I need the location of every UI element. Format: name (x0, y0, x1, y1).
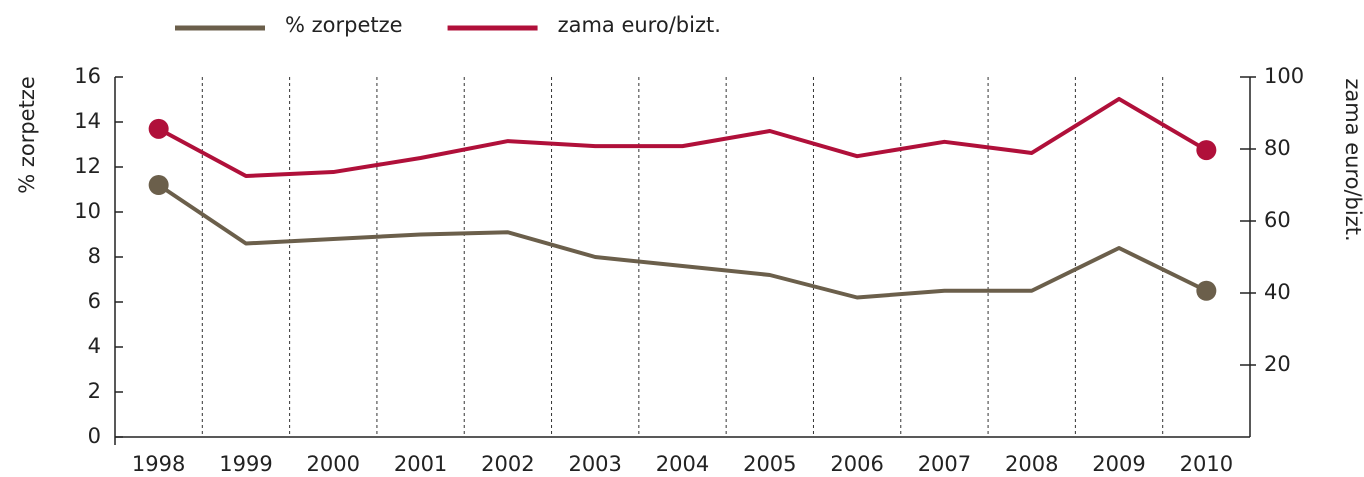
x-tick-label: 2010 (1180, 452, 1233, 476)
end-marker (148, 175, 169, 195)
x-tick-label: 2006 (830, 452, 883, 476)
y-tick-label: 6 (88, 289, 101, 313)
legend-label: zama euro/bizt. (558, 13, 721, 37)
y-tick-label: 12 (74, 154, 101, 178)
x-tick-label: 1998 (132, 452, 185, 476)
legend-label: % zorpetze (285, 13, 403, 37)
y-tick-label: 0 (88, 424, 101, 448)
y-tick-label: 2 (88, 379, 101, 403)
x-tick-label: 2000 (307, 452, 360, 476)
y2-tick-label: 60 (1264, 208, 1291, 232)
y-tick-label: 10 (74, 199, 101, 223)
line-series (157, 96, 1208, 178)
end-marker (148, 118, 169, 139)
x-tick-label: 2004 (656, 452, 709, 476)
y-tick-label: 16 (74, 64, 101, 88)
end-marker (1196, 140, 1217, 161)
y-tick-label: 8 (88, 244, 101, 268)
y2-axis-label: zama euro/bizt. (1341, 78, 1364, 241)
end-marker (1196, 280, 1217, 301)
x-tick-label: 2002 (481, 452, 534, 476)
y2-tick-label: 20 (1264, 352, 1291, 376)
y2-tick-label: 40 (1264, 280, 1291, 304)
x-tick-label: 2003 (568, 452, 621, 476)
x-tick-label: 2009 (1092, 452, 1145, 476)
x-tick-label: 2005 (743, 452, 796, 476)
y2-tick-label: 80 (1264, 136, 1291, 160)
x-tick-label: 2008 (1005, 452, 1058, 476)
line-series (157, 183, 1208, 300)
y-tick-label: 14 (74, 109, 101, 133)
y-axis-label: % zorpetze (15, 76, 39, 194)
x-tick-label: 2007 (918, 452, 971, 476)
y2-tick-label: 100 (1264, 64, 1304, 88)
x-tick-label: 1999 (219, 452, 272, 476)
x-tick-label: 2001 (394, 452, 447, 476)
y-tick-label: 4 (88, 334, 101, 358)
